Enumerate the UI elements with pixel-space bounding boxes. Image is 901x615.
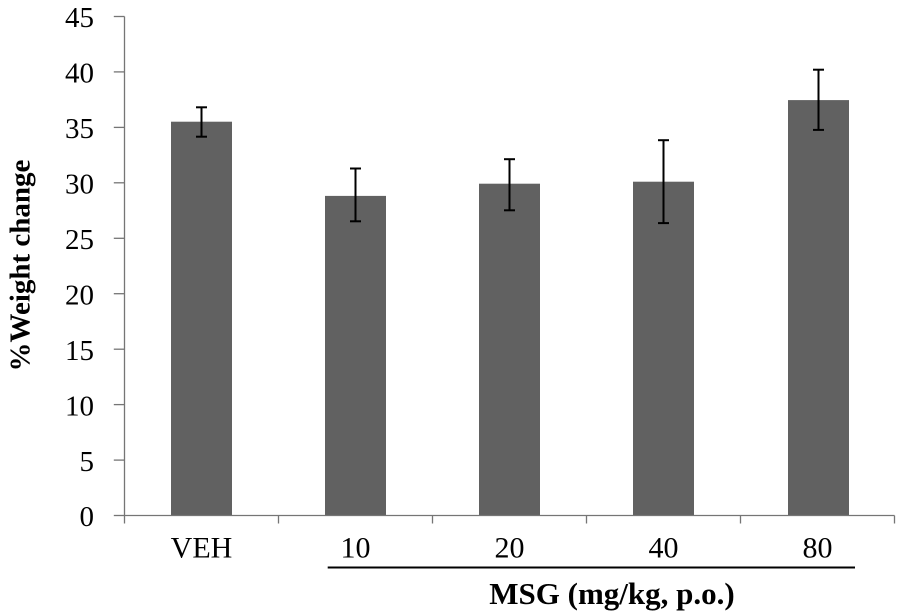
svg-text:45: 45: [65, 2, 94, 34]
svg-text:30: 30: [65, 169, 94, 201]
svg-text:VEH: VEH: [171, 532, 233, 565]
svg-text:MSG (mg/kg, p.o.): MSG (mg/kg, p.o.): [489, 576, 734, 611]
svg-text:40: 40: [649, 532, 679, 565]
svg-text:5: 5: [80, 446, 95, 478]
svg-text:10: 10: [341, 532, 371, 565]
svg-text:20: 20: [495, 532, 525, 565]
svg-text:20: 20: [65, 279, 94, 311]
svg-text:%Weight change: %Weight change: [5, 159, 37, 371]
svg-text:80: 80: [803, 532, 833, 565]
svg-text:0: 0: [80, 501, 95, 533]
svg-text:15: 15: [65, 335, 94, 367]
svg-text:10: 10: [65, 390, 94, 422]
svg-text:35: 35: [65, 113, 94, 145]
svg-text:25: 25: [65, 224, 94, 256]
svg-text:40: 40: [65, 58, 94, 90]
